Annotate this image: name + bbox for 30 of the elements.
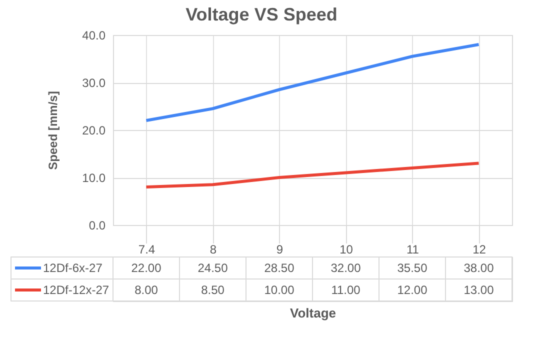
y-tick-label: 10.0 bbox=[82, 171, 106, 185]
x-tick-label: 8 bbox=[210, 242, 217, 256]
data-label: 12.00 bbox=[397, 283, 428, 297]
data-label: 8.50 bbox=[201, 283, 225, 297]
data-label: 10.00 bbox=[264, 283, 295, 297]
x-tick-label: 12 bbox=[472, 242, 486, 256]
y-tick-label: 30.0 bbox=[82, 76, 106, 90]
data-label: 32.00 bbox=[330, 261, 362, 275]
data-label: 8.00 bbox=[134, 283, 158, 297]
y-tick-label: 40.0 bbox=[82, 28, 106, 42]
legend-label: 12Df-6x-27 bbox=[43, 261, 103, 275]
data-label: 28.50 bbox=[264, 261, 295, 275]
data-label: 24.50 bbox=[198, 261, 228, 275]
x-tick-label: 9 bbox=[276, 242, 284, 256]
data-label: 13.00 bbox=[464, 283, 494, 297]
x-tick-label: 11 bbox=[406, 242, 420, 256]
x-tick-label: 10 bbox=[340, 242, 354, 256]
y-tick-label: 0.0 bbox=[88, 218, 106, 232]
y-tick-label: 20.0 bbox=[82, 124, 106, 138]
data-label: 11.00 bbox=[331, 283, 361, 297]
data-label: 38.00 bbox=[464, 261, 494, 275]
line-series bbox=[144, 43, 480, 122]
legend-label: 12Df-12x-27 bbox=[43, 283, 110, 297]
x-tick-label: 7.4 bbox=[138, 242, 156, 256]
data-label: 22.00 bbox=[131, 261, 162, 275]
chart-title: Voltage VS Speed bbox=[186, 4, 338, 24]
y-axis-title: Speed [mm/s] bbox=[46, 91, 60, 170]
x-axis-title: Voltage bbox=[290, 306, 336, 320]
line-series bbox=[144, 162, 480, 188]
data-label: 35.50 bbox=[397, 261, 428, 275]
